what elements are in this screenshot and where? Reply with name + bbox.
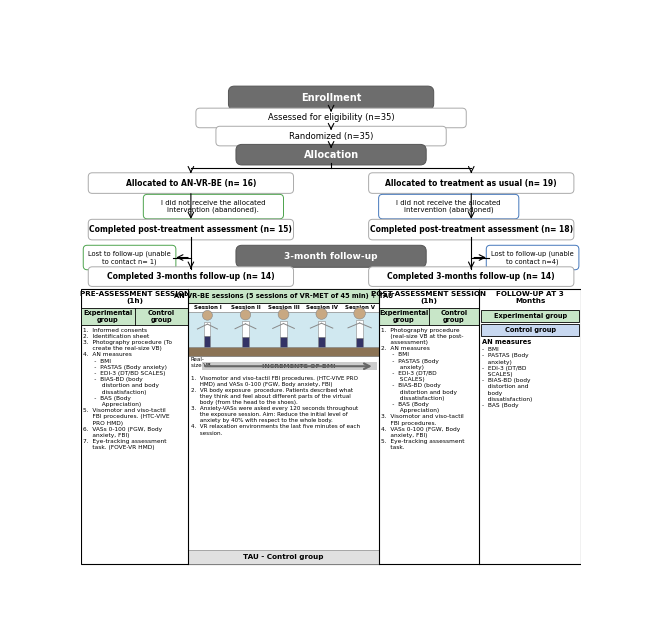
- Text: 1.  Photography procedure
     (real-size VB at the post-
     assessment)
2.  A: 1. Photography procedure (real-size VB a…: [381, 328, 464, 450]
- Bar: [318, 337, 325, 347]
- FancyBboxPatch shape: [379, 195, 519, 219]
- Text: Control group: Control group: [505, 328, 556, 333]
- Text: Lost to follow-up (unable
to contact n=4): Lost to follow-up (unable to contact n=4…: [491, 251, 574, 265]
- Text: Experimental group: Experimental group: [494, 313, 567, 319]
- Text: FOLLOW-UP AT 3
Months: FOLLOW-UP AT 3 Months: [496, 291, 564, 304]
- Text: (1h): (1h): [126, 298, 143, 304]
- Text: Allocated to treatment as usual (n= 19): Allocated to treatment as usual (n= 19): [386, 179, 557, 188]
- Text: POST-ASSESSMENT SESSION: POST-ASSESSMENT SESSION: [371, 291, 486, 297]
- Text: Experimental
group: Experimental group: [379, 310, 428, 323]
- Text: Control
group: Control group: [148, 310, 175, 323]
- FancyBboxPatch shape: [229, 86, 433, 109]
- Text: Randomized (n=35): Randomized (n=35): [289, 132, 373, 141]
- FancyBboxPatch shape: [196, 108, 466, 128]
- Text: Completed post-treatment assessment (n= 15): Completed post-treatment assessment (n= …: [89, 225, 293, 234]
- Text: Assessed for eligibility (n=35): Assessed for eligibility (n=35): [267, 113, 395, 123]
- FancyBboxPatch shape: [369, 173, 574, 193]
- FancyBboxPatch shape: [83, 245, 176, 270]
- FancyBboxPatch shape: [236, 245, 426, 267]
- Text: AN-VR-BE sessions (5 sessions of VR-MET of 45 min) + TAU: AN-VR-BE sessions (5 sessions of VR-MET …: [174, 293, 393, 299]
- Bar: [356, 338, 363, 347]
- FancyBboxPatch shape: [89, 173, 293, 193]
- Text: Control
group: Control group: [440, 310, 467, 323]
- Bar: [189, 550, 379, 563]
- Bar: [356, 321, 363, 338]
- Text: Allocation: Allocation: [304, 149, 359, 160]
- Bar: [280, 337, 287, 347]
- Bar: [189, 312, 379, 356]
- Text: AN measures: AN measures: [482, 339, 531, 345]
- Circle shape: [316, 308, 327, 319]
- Bar: [204, 336, 211, 347]
- Text: Completed post-treatment assessment (n= 18): Completed post-treatment assessment (n= …: [370, 225, 573, 234]
- Text: PRE-ASSESSMENT SESSION: PRE-ASSESSMENT SESSION: [79, 291, 189, 297]
- Text: Session I: Session I: [194, 305, 222, 310]
- FancyBboxPatch shape: [236, 144, 426, 165]
- FancyBboxPatch shape: [143, 195, 284, 219]
- Bar: [81, 308, 189, 325]
- FancyBboxPatch shape: [486, 245, 579, 270]
- Text: Lost to follow-up (unable
to contact n= 1): Lost to follow-up (unable to contact n= …: [89, 251, 171, 265]
- Text: Enrollment: Enrollment: [301, 93, 361, 103]
- Text: Experimental
group: Experimental group: [83, 310, 132, 323]
- Bar: [189, 347, 379, 356]
- Bar: [280, 321, 287, 337]
- Text: Session IV: Session IV: [306, 305, 338, 310]
- Text: INCREMENTS OF BMI: INCREMENTS OF BMI: [262, 364, 335, 369]
- Text: 1.  Visomotor and viso-tactil FBI procedures. (HTC-VIVE PRO
     HMD) and VASs 0: 1. Visomotor and viso-tactil FBI procedu…: [191, 375, 360, 436]
- Bar: [202, 363, 377, 370]
- Bar: [189, 289, 379, 303]
- FancyBboxPatch shape: [89, 267, 293, 286]
- Text: Completed 3-months follow-up (n= 14): Completed 3-months follow-up (n= 14): [107, 272, 275, 281]
- Text: Completed 3-months follow-up (n= 14): Completed 3-months follow-up (n= 14): [388, 272, 555, 281]
- Bar: [242, 321, 249, 336]
- Bar: [481, 324, 579, 336]
- Text: 1.  Informed consents
2.  Identification sheet
3.  Photography procedure (To
   : 1. Informed consents 2. Identification s…: [83, 328, 172, 450]
- Bar: [379, 308, 479, 325]
- Text: I did not receive the allocated
intervention (abandoned): I did not receive the allocated interven…: [397, 200, 501, 213]
- Bar: [81, 289, 581, 563]
- Text: I did not receive the allocated
intervention (abandoned).: I did not receive the allocated interven…: [161, 200, 266, 213]
- Circle shape: [278, 309, 289, 320]
- Bar: [318, 321, 325, 337]
- Text: (1h): (1h): [420, 298, 437, 304]
- FancyBboxPatch shape: [89, 219, 293, 240]
- FancyBboxPatch shape: [369, 219, 574, 240]
- Text: Session II: Session II: [231, 305, 260, 310]
- Text: 3-month follow-up: 3-month follow-up: [284, 252, 378, 261]
- Text: Session V: Session V: [344, 305, 375, 310]
- FancyBboxPatch shape: [369, 267, 574, 286]
- Bar: [481, 310, 579, 322]
- FancyBboxPatch shape: [216, 127, 446, 146]
- Circle shape: [240, 310, 251, 320]
- Circle shape: [354, 308, 366, 319]
- Text: Session III: Session III: [267, 305, 299, 310]
- Bar: [204, 322, 211, 336]
- Bar: [242, 336, 249, 347]
- Text: Real-
size VB: Real- size VB: [191, 357, 211, 368]
- Text: -  BMI
-  PASTAS (Body
   anxiety)
-  EDI-3 (DT/BD
   SCALES)
-  BIAS-BD (body
 : - BMI - PASTAS (Body anxiety) - EDI-3 (D…: [482, 347, 532, 408]
- Text: TAU - Control group: TAU - Control group: [244, 554, 324, 560]
- Circle shape: [202, 310, 213, 320]
- Text: Allocated to AN-VR-BE (n= 16): Allocated to AN-VR-BE (n= 16): [126, 179, 256, 188]
